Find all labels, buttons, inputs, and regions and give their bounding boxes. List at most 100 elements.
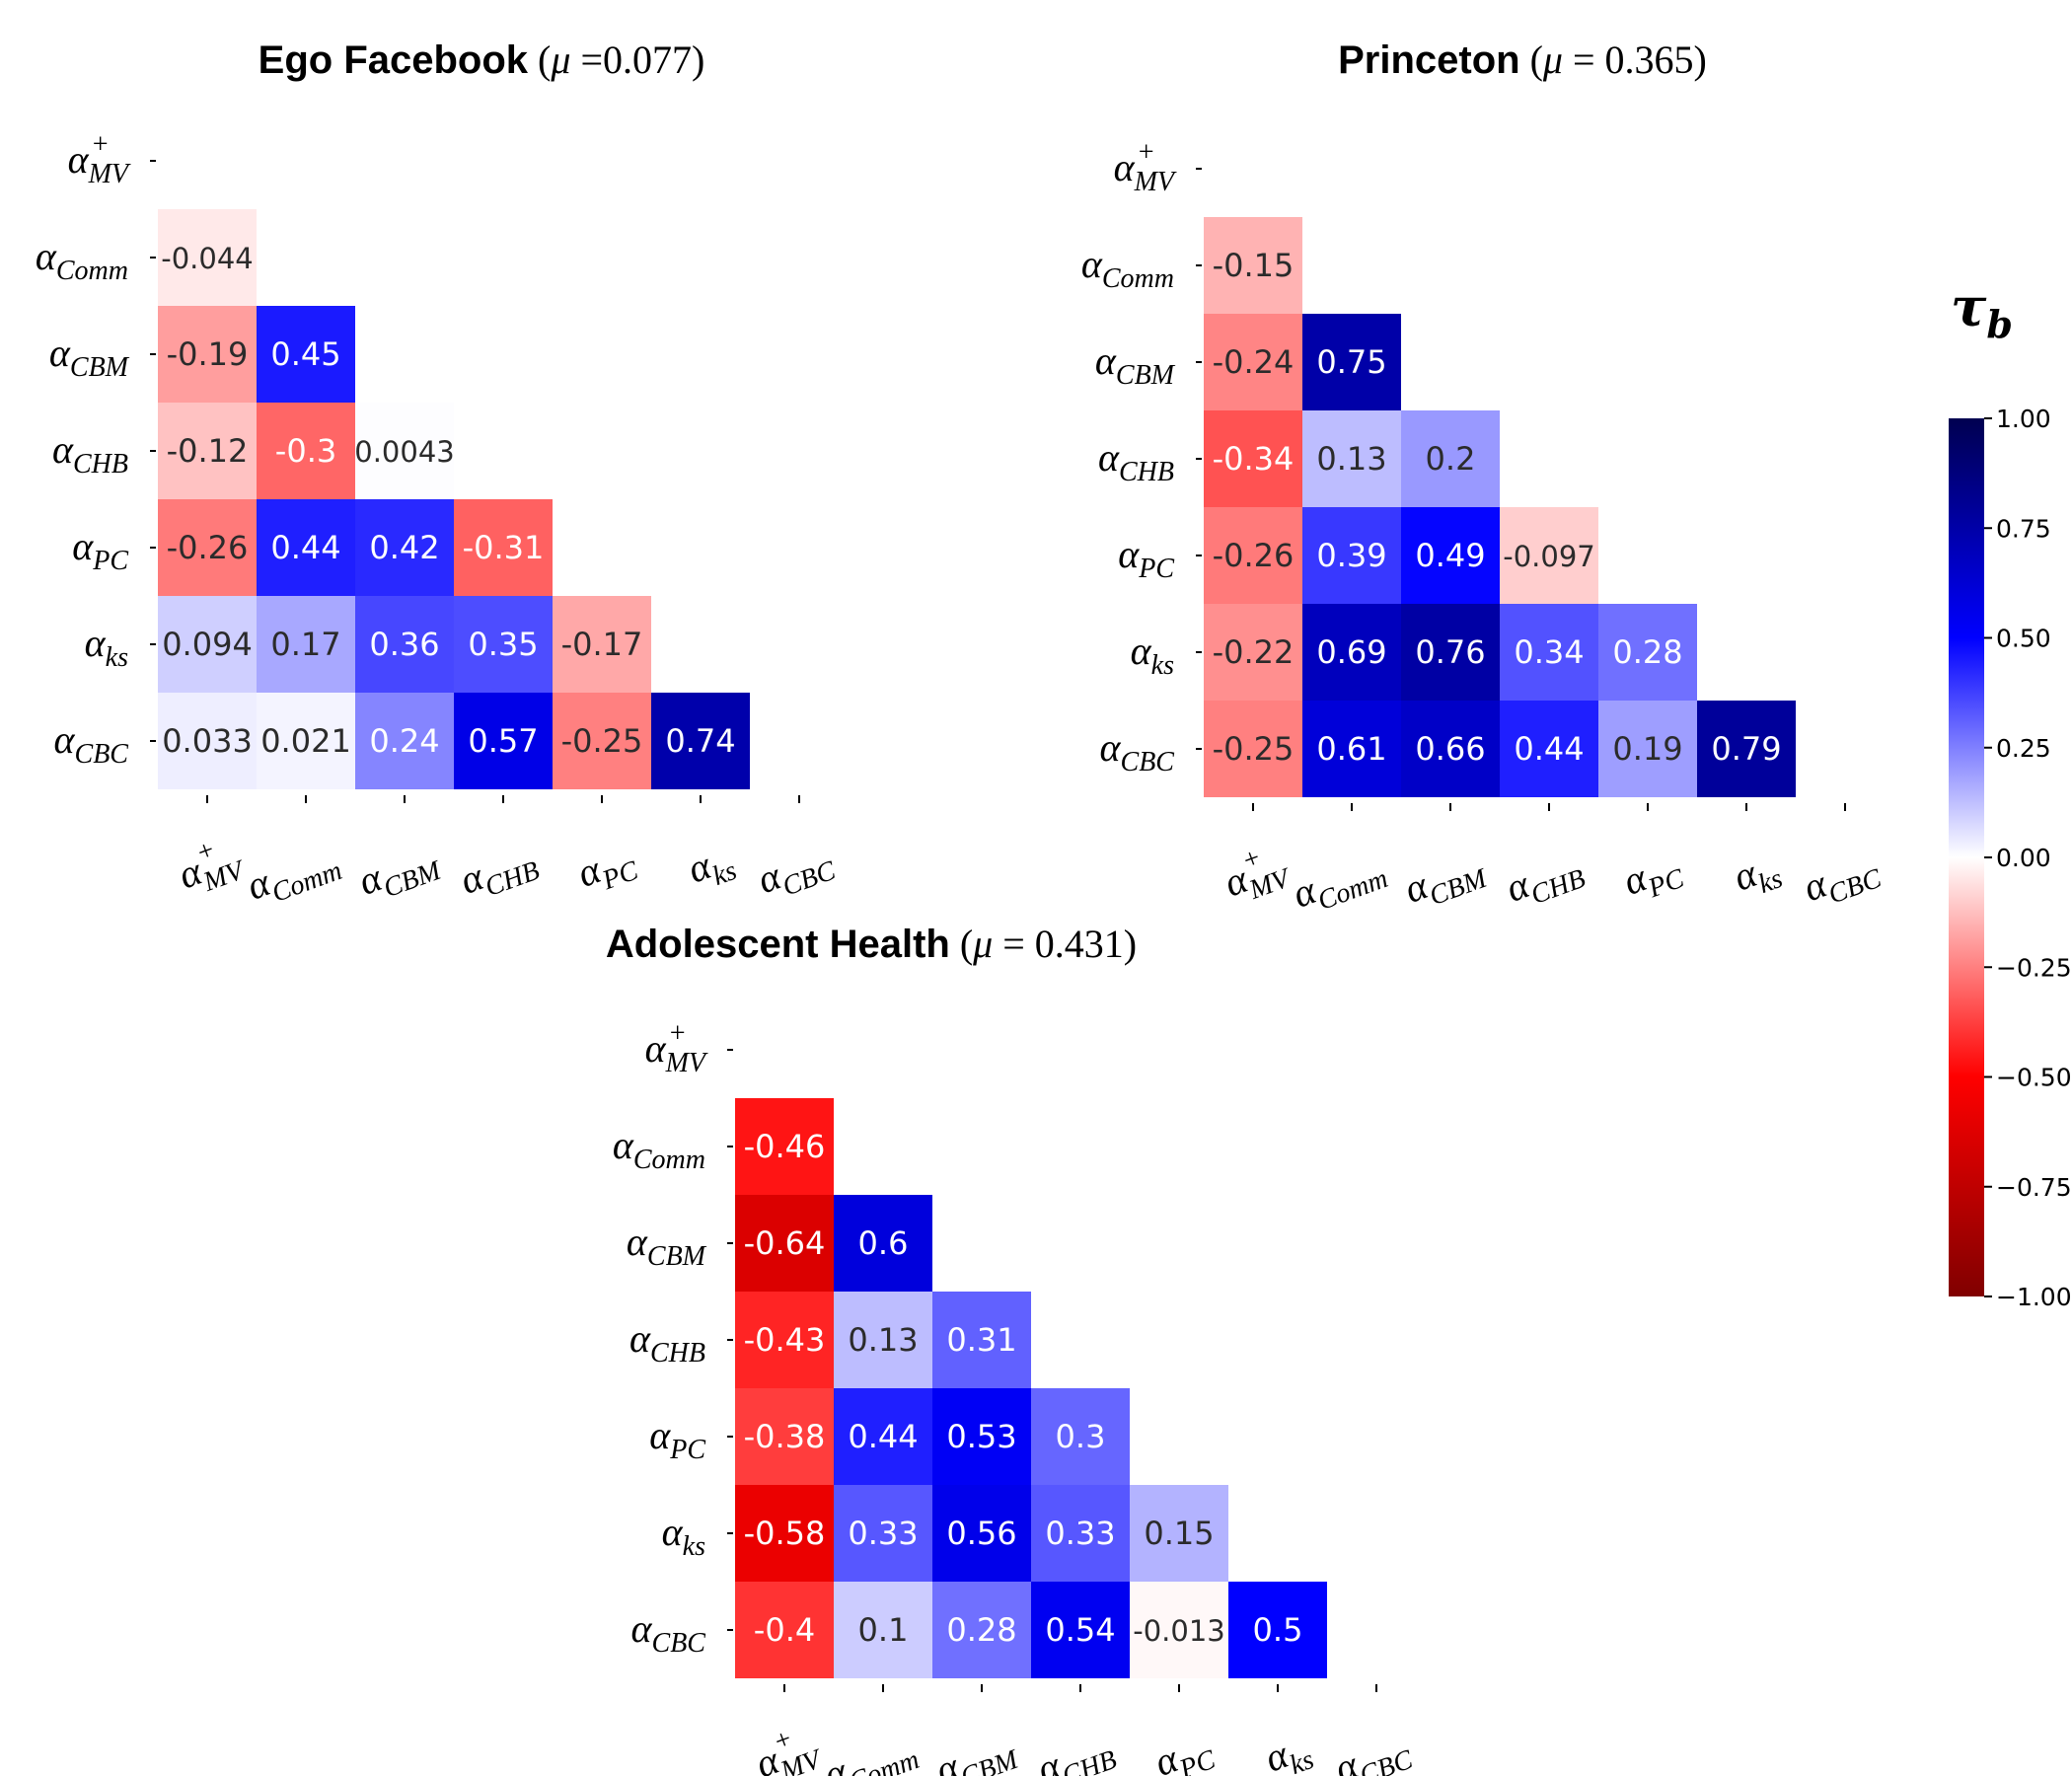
- heatmap-cell: [932, 1582, 1031, 1678]
- cell-value-label: 0.49: [1415, 537, 1485, 574]
- heatmap-cell: [355, 499, 454, 596]
- heatmap-cell: [158, 499, 257, 596]
- heatmap-panel-2: Princeton (μ = 0.365) -0.15 -0.24 0.75 -0.34…: [1081, 37, 1886, 924]
- heatmap-cell: [158, 693, 257, 789]
- y-tick-label: αComm: [36, 234, 128, 286]
- heatmap-cell: [1302, 410, 1401, 507]
- x-tick-label: αMV+: [1216, 835, 1295, 913]
- colorbar-tick-label: 0.25: [1996, 734, 2051, 763]
- heatmap-cell: [1401, 604, 1500, 701]
- cell-value-label: -0.38: [744, 1418, 826, 1455]
- cell-value-label: -0.17: [561, 626, 643, 663]
- heatmap-cell: [257, 596, 355, 693]
- cell-value-label: -0.013: [1133, 1614, 1225, 1648]
- colorbar-title: τb: [1951, 275, 2013, 346]
- y-tick-label: αCBM: [1095, 338, 1176, 391]
- heatmap-cell: [1401, 507, 1500, 604]
- x-tick-label: αMV+: [747, 1716, 827, 1776]
- y-tick-label: αMV+: [645, 1018, 708, 1078]
- y-tick-label: αCBC: [1100, 725, 1175, 777]
- cell-value-label: -0.4: [754, 1611, 815, 1649]
- colorbar-tick-label: 0.75: [1996, 514, 2051, 543]
- cell-value-label: -0.26: [167, 529, 249, 566]
- y-tick-label: αMV+: [68, 129, 131, 189]
- x-tick-label: αComm: [1287, 843, 1392, 924]
- x-tick-label: αCBC: [1329, 1724, 1417, 1776]
- cell-value-label: -0.15: [1213, 247, 1295, 284]
- heatmap-cell: [257, 306, 355, 403]
- cell-value-label: -0.3: [275, 432, 336, 470]
- x-tick-label: αCBM: [1398, 843, 1492, 920]
- cell-value-label: -0.46: [744, 1128, 826, 1165]
- cell-value-label: 0.2: [1426, 440, 1476, 478]
- cell-value-label: 0.54: [1045, 1611, 1115, 1649]
- heatmap-cell: [932, 1485, 1031, 1582]
- heatmap-panel-3: Adolescent Health (μ = 0.431) -0.46 -0.64 0…: [606, 922, 1417, 1776]
- heatmap-cell: [1130, 1485, 1228, 1582]
- x-tick-label: αCBM: [929, 1724, 1023, 1776]
- y-tick-label: αCBM: [49, 331, 130, 383]
- heatmap-cell: [932, 1388, 1031, 1485]
- heatmap-cell: [1204, 604, 1302, 701]
- heatmap-cell: [735, 1195, 834, 1292]
- heatmap-cell: [158, 209, 257, 306]
- cell-value-label: -0.044: [161, 242, 254, 275]
- cell-value-label: 0.5: [1253, 1611, 1303, 1649]
- cell-value-label: 0.13: [1316, 440, 1386, 478]
- cell-value-label: 0.3: [1056, 1418, 1106, 1455]
- cell-value-label: 0.75: [1316, 343, 1386, 381]
- heatmap-cell: [553, 693, 651, 789]
- cell-value-label: 0.66: [1415, 730, 1485, 768]
- cell-value-label: -0.64: [744, 1224, 826, 1262]
- heatmap-cell: [257, 403, 355, 499]
- cell-value-label: 0.6: [858, 1224, 909, 1262]
- cell-value-label: 0.31: [946, 1321, 1016, 1359]
- colorbar-tick-label: −1.00: [1996, 1283, 2072, 1311]
- cell-value-label: 0.033: [162, 722, 253, 760]
- colorbar-tick-label: −0.75: [1996, 1173, 2072, 1202]
- heatmap-cell: [834, 1195, 932, 1292]
- heatmap-cell: [735, 1582, 834, 1678]
- heatmap-cell: [651, 693, 750, 789]
- x-tick-label: αks: [682, 835, 741, 899]
- cell-value-label: 0.44: [270, 529, 340, 566]
- heatmap-cell: [1302, 701, 1401, 797]
- heatmap-cell: [1228, 1582, 1327, 1678]
- heatmap-cell: [735, 1388, 834, 1485]
- heatmap-cell: [454, 499, 553, 596]
- cell-value-label: 0.35: [468, 626, 538, 663]
- cell-value-label: 0.61: [1316, 730, 1386, 768]
- cell-value-label: 0.76: [1415, 633, 1485, 671]
- y-tick-label: αks: [85, 621, 128, 673]
- heatmap-cell: [1500, 604, 1598, 701]
- heatmap-cell: [454, 596, 553, 693]
- cell-value-label: 0.28: [946, 1611, 1016, 1649]
- cell-value-label: -0.26: [1213, 537, 1295, 574]
- heatmap-cell: [1500, 701, 1598, 797]
- heatmap-cell: [834, 1582, 932, 1678]
- cell-value-label: 0.28: [1612, 633, 1682, 671]
- heatmap-cell: [932, 1292, 1031, 1388]
- cell-value-label: 0.74: [665, 722, 735, 760]
- y-tick-label: αks: [1131, 629, 1174, 681]
- heatmap-cell: [1598, 701, 1697, 797]
- cell-value-label: 0.0043: [354, 435, 454, 469]
- y-tick-label: αks: [662, 1510, 705, 1562]
- colorbar-tick-label: 1.00: [1996, 405, 2051, 433]
- heatmap-cell: [1204, 701, 1302, 797]
- cell-value-label: -0.097: [1503, 540, 1595, 573]
- x-tick-label: αPC: [1148, 1724, 1220, 1776]
- cell-value-label: 0.39: [1316, 537, 1386, 574]
- heatmap-cell: [1302, 604, 1401, 701]
- heatmap-cell: [1130, 1582, 1228, 1678]
- cell-value-label: 0.36: [369, 626, 439, 663]
- heatmap-cell: [257, 499, 355, 596]
- cell-value-label: -0.24: [1213, 343, 1295, 381]
- y-tick-label: αCHB: [1098, 435, 1174, 487]
- cell-value-label: 0.57: [468, 722, 538, 760]
- cell-value-label: 0.17: [270, 626, 340, 663]
- cell-value-label: -0.19: [167, 335, 249, 373]
- x-tick-label: αks: [1728, 843, 1787, 907]
- heatmap-cell: [1204, 314, 1302, 410]
